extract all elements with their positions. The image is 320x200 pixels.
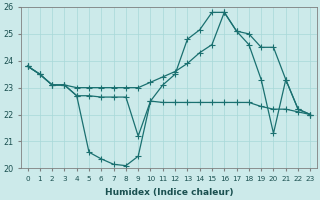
X-axis label: Humidex (Indice chaleur): Humidex (Indice chaleur) [105,188,233,197]
